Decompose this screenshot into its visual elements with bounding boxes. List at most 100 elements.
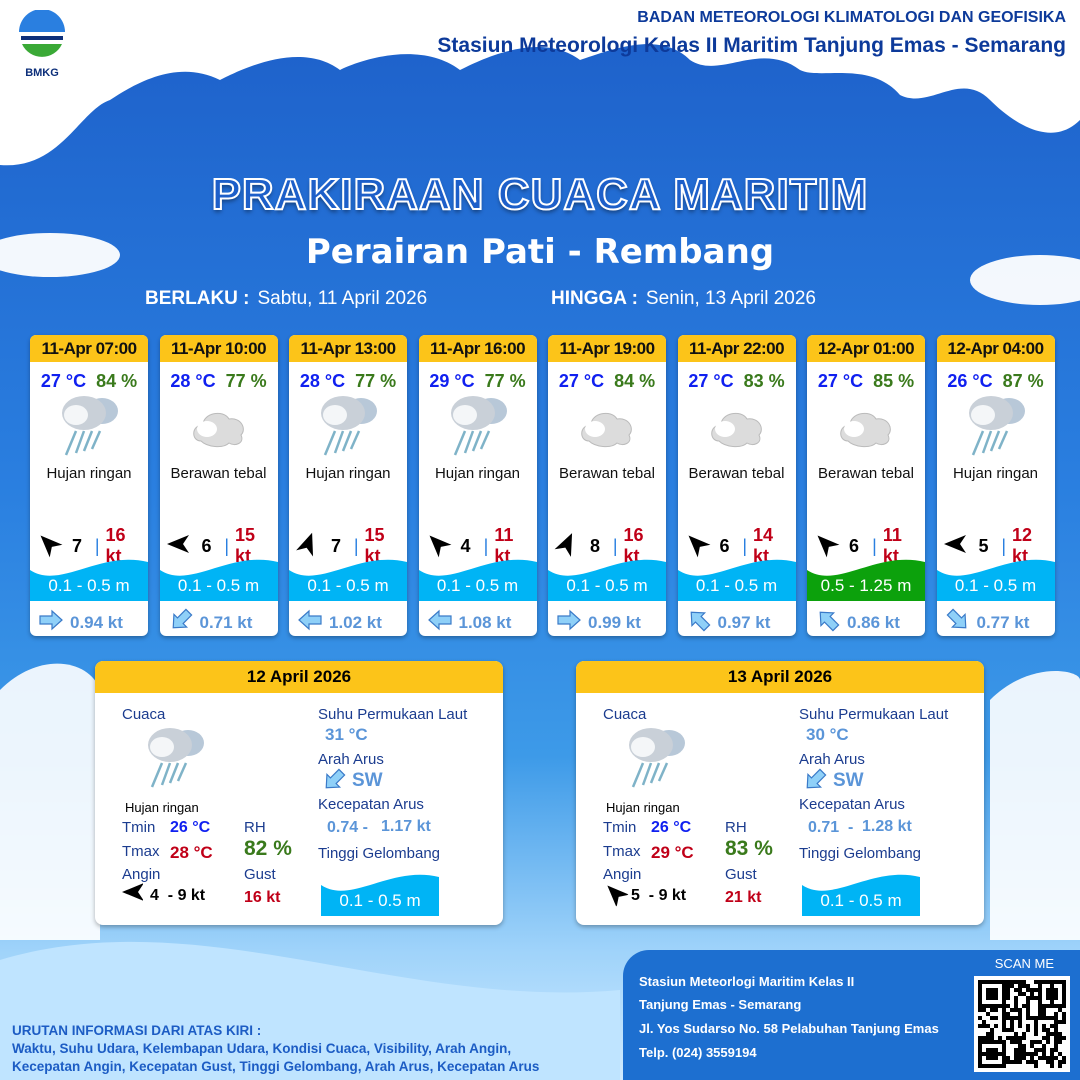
humidity: 77 %: [225, 371, 267, 391]
wave-height-value: 0.5 - 1.25 m: [820, 576, 912, 595]
legend-note: URUTAN INFORMASI DARI ATAS KIRI : Waktu,…: [12, 1022, 539, 1076]
wind-label: Angin: [603, 866, 642, 883]
forecast-card: 11-Apr 22:00 27 °C 83 % Berawan tebal 6 | 1…: [677, 335, 796, 636]
gust-label: Gust: [725, 866, 757, 883]
tmin-value: 26 °C: [651, 819, 692, 836]
current-speed-min: 0.74 -: [327, 819, 368, 836]
humidity: 84 %: [614, 371, 656, 391]
contact-address: Jl. Yos Sudarso No. 58 Pelabuhan Tanjung…: [639, 1021, 939, 1036]
wind-range: 5 - 9 kt: [631, 887, 687, 904]
tmax-value: 28 °C: [170, 843, 213, 862]
current-direction-label: Arah Arus: [318, 751, 384, 768]
wind-speed: 6: [719, 535, 730, 556]
wave-height: 0.1 - 0.5 m: [159, 550, 278, 601]
light-rain-icon: [289, 392, 407, 462]
current-speed-label: Kecepatan Arus: [799, 796, 905, 813]
rh-label: RH: [244, 819, 266, 836]
wind-direction-icon: [602, 883, 630, 910]
wave-height: 0.1 - 0.5 m: [321, 865, 439, 916]
gust-value: 21 kt: [725, 889, 762, 906]
wave-height-label: Tinggi Gelombang: [318, 845, 441, 862]
wave-height: 0.1 - 0.5 m: [418, 550, 537, 601]
wave-height-value: 0.1 - 0.5 m: [954, 576, 1037, 595]
current-speed: 0.77 kt: [976, 612, 1030, 632]
contact-phone: Telp. (024) 3559194: [639, 1045, 757, 1060]
current-speed: 0.99 kt: [588, 612, 641, 632]
weather-condition: Berawan tebal: [688, 465, 785, 482]
wave-height: 0.1 - 0.5 m: [30, 550, 148, 601]
wave-height-value: 0.1 - 0.5 m: [339, 891, 421, 910]
temperature: 29 °C: [429, 371, 475, 391]
wave-height-value: 0.1 - 0.5 m: [566, 576, 648, 595]
current-direction-icon: [297, 607, 323, 636]
wind-label: Angin: [122, 866, 161, 883]
weather-condition: Hujan ringan: [434, 465, 521, 482]
tmin-value: 26 °C: [170, 819, 211, 836]
overcast-icon: [548, 392, 666, 462]
qr-code[interactable]: [974, 976, 1070, 1072]
current-direction-icon: [38, 607, 64, 636]
daily-summary-panel: 13 April 2026 Cuaca Hujan ringan Tmin 26…: [576, 661, 984, 925]
forecast-time: 11-Apr 10:00: [159, 335, 278, 362]
wave-height-value: 0.1 - 0.5 m: [436, 576, 519, 595]
valid-to-date: Senin, 13 April 2026: [645, 288, 816, 309]
weather-condition: Hujan ringan: [125, 800, 199, 815]
contact-box: Stasiun Meteorlogi Maritim Kelas II Tanj…: [623, 950, 1080, 1080]
weather-condition: Berawan tebal: [559, 465, 655, 482]
contact-station: Stasiun Meteorlogi Maritim Kelas II: [639, 974, 855, 989]
legend-line: Waktu, Suhu Udara, Kelembapan Udara, Kon…: [12, 1041, 512, 1056]
light-rain-icon: [937, 392, 1055, 462]
wind-speed: 5: [978, 535, 989, 556]
rh-value: 83 %: [725, 837, 773, 860]
wind-direction-icon: [36, 531, 63, 562]
humidity: 84 %: [96, 371, 138, 391]
gust-label: Gust: [244, 866, 276, 883]
sst-value: 30 °C: [806, 725, 849, 744]
scan-me-label: SCAN ME: [994, 956, 1054, 971]
wave-height-value: 0.1 - 0.5 m: [820, 891, 902, 910]
tmax-label: Tmax: [122, 843, 160, 860]
wind-direction-icon: [554, 531, 580, 562]
current-direction-icon: [802, 767, 828, 798]
forecast-time: 12-Apr 04:00: [936, 335, 1055, 362]
sst-label: Suhu Permukaan Laut: [318, 706, 468, 723]
forecast-card: 11-Apr 13:00 28 °C 77 % Hujan ringan 7 | 15…: [289, 335, 407, 636]
wind-range: 4 - 9 kt: [150, 887, 206, 904]
current-speed-min: 0.71 -: [808, 819, 854, 836]
forecast-time: 11-Apr 13:00: [289, 335, 407, 362]
sst-value: 31 °C: [325, 725, 368, 744]
humidity: 87 %: [1002, 371, 1044, 391]
temperature: 28 °C: [170, 371, 216, 391]
current-speed: 1.02 kt: [329, 612, 382, 632]
wind-speed: 7: [331, 535, 342, 556]
sst-label: Suhu Permukaan Laut: [799, 706, 949, 723]
light-rain-icon: [419, 392, 537, 462]
temperature: 27 °C: [40, 371, 87, 391]
forecast-card: 12-Apr 04:00 26 °C 87 % Hujan ringan 5 | 12…: [936, 335, 1055, 636]
wind-speed: 4: [460, 535, 471, 556]
rh-value: 82 %: [244, 837, 292, 860]
valid-from-label: BERLAKU :: [145, 288, 250, 309]
gust-value: 16 kt: [244, 889, 281, 906]
current-direction-icon: [686, 607, 712, 636]
forecast-card: 11-Apr 19:00 27 °C 84 % Berawan tebal 8 | 1…: [548, 335, 666, 636]
current-direction-icon: [321, 767, 347, 798]
daily-summary-panel: 12 April 2026 Cuaca Hujan ringan Tmin 26…: [95, 661, 503, 925]
weather-condition: Berawan tebal: [170, 465, 267, 482]
current-direction-value: SW: [352, 770, 383, 791]
wave-height-value: 0.1 - 0.5 m: [695, 576, 778, 595]
weather-condition: Hujan ringan: [305, 465, 391, 482]
temperature: 27 °C: [688, 371, 734, 391]
rh-label: RH: [725, 819, 747, 836]
wind-speed: 6: [201, 535, 212, 556]
light-rain-icon: [30, 392, 148, 462]
wind-direction-icon: [425, 531, 451, 562]
forecast-card: 11-Apr 10:00 28 °C 77 % Berawan tebal 6 | 1…: [159, 335, 278, 636]
wind-speed: 7: [72, 535, 83, 556]
wave-height: 0.1 - 0.5 m: [936, 550, 1055, 601]
wave-height: 0.1 - 0.5 m: [289, 550, 407, 601]
humidity: 77 %: [355, 371, 397, 391]
contact-location: Tanjung Emas - Semarang: [639, 997, 802, 1012]
temperature: 28 °C: [299, 371, 346, 391]
bmkg-logo: BMKG: [14, 9, 70, 79]
